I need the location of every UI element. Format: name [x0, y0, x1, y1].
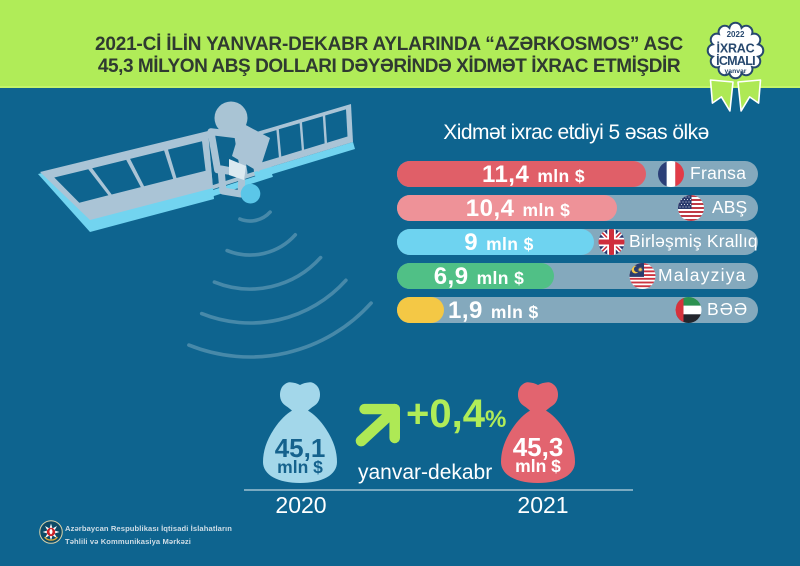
svg-text:45,3: 45,3	[513, 432, 564, 462]
svg-text:İCMALI: İCMALI	[716, 53, 755, 68]
svg-text:2022: 2022	[727, 30, 745, 39]
svg-text:yanvar: yanvar	[725, 68, 747, 75]
svg-text:mln $: mln $	[277, 457, 323, 477]
svg-text:İXRAC: İXRAC	[717, 41, 755, 56]
svg-text:45,1: 45,1	[275, 433, 326, 463]
svg-text:mln $: mln $	[515, 456, 561, 476]
